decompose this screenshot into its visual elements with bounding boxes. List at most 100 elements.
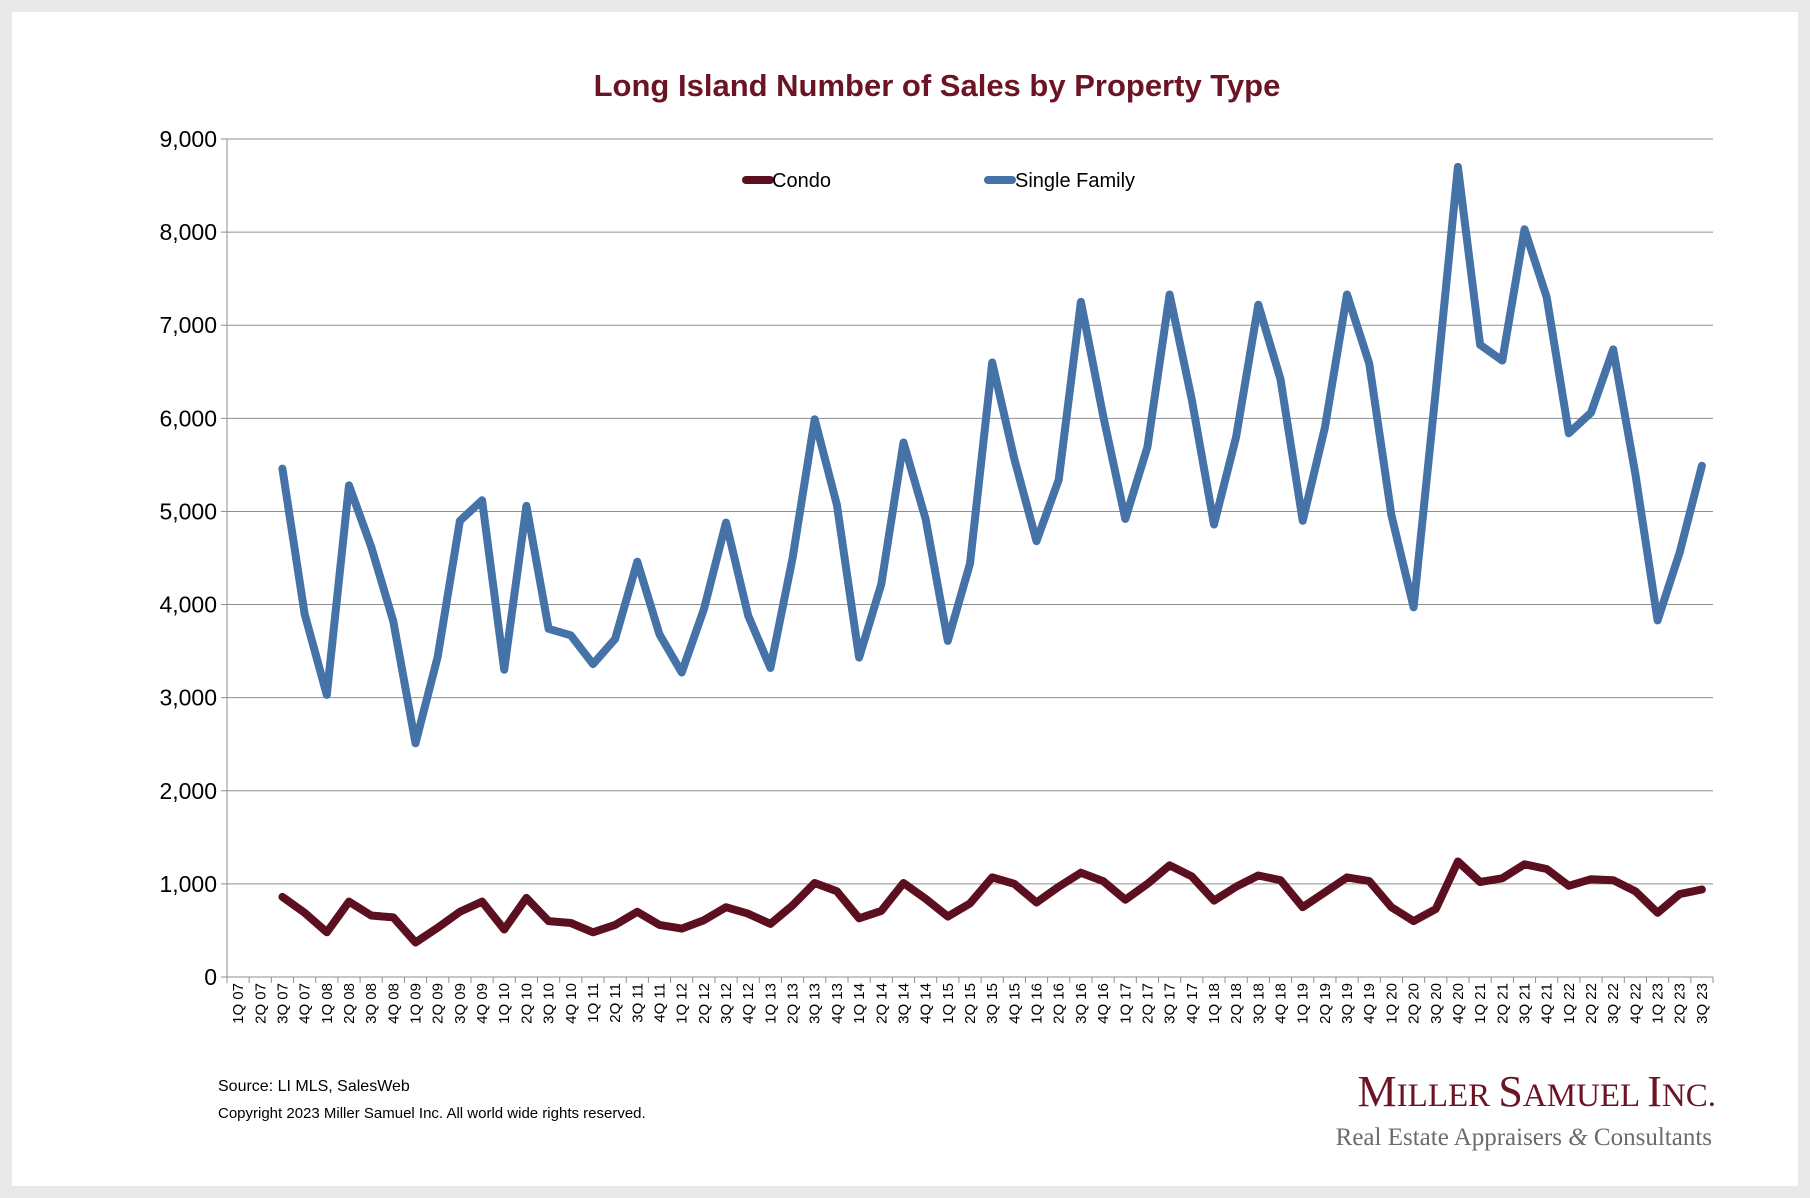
- data-point-condo: [1479, 881, 1481, 883]
- y-tick-label: 2,000: [159, 778, 217, 804]
- x-tick-label: 1Q 20: [1383, 983, 1400, 1024]
- x-tick-label: 4Q 19: [1361, 983, 1378, 1024]
- data-point-single-family: [503, 669, 505, 671]
- x-tick-label: 1Q 23: [1650, 983, 1667, 1024]
- x-tick-label: 3Q 08: [363, 983, 380, 1024]
- logo-wordmark: MILLER SAMUEL INC.: [1358, 1067, 1716, 1116]
- data-point-condo: [1102, 880, 1104, 882]
- data-point-condo: [1368, 880, 1370, 882]
- y-tick-label: 5,000: [159, 498, 217, 524]
- data-point-single-family: [991, 362, 993, 363]
- data-point-condo: [969, 902, 971, 904]
- x-tick-label: 4Q 21: [1539, 983, 1556, 1024]
- data-point-single-family: [1036, 540, 1037, 542]
- data-point-single-family: [415, 742, 416, 744]
- data-point-condo: [1257, 875, 1259, 876]
- x-tick-label: 3Q 17: [1162, 983, 1179, 1024]
- data-point-single-family: [1013, 458, 1015, 460]
- source-note: Source: LI MLS, SalesWeb: [218, 1078, 410, 1095]
- data-point-condo: [792, 904, 794, 906]
- x-tick-label: 4Q 13: [829, 983, 846, 1024]
- data-point-condo: [1568, 885, 1570, 887]
- data-point-single-family: [1235, 436, 1237, 438]
- data-point-single-family: [1058, 479, 1060, 481]
- data-point-condo: [1213, 900, 1215, 902]
- data-point-single-family: [1302, 520, 1304, 522]
- legend: Condo Single Family: [742, 170, 1135, 192]
- data-point-condo: [1590, 878, 1592, 880]
- data-point-single-family: [370, 546, 372, 548]
- x-tick-label: 4Q 11: [651, 983, 668, 1023]
- data-point-condo: [1524, 863, 1525, 865]
- data-point-single-family: [1501, 360, 1503, 362]
- data-point-condo: [747, 913, 749, 915]
- data-point-condo: [880, 910, 882, 912]
- data-point-single-family: [1701, 465, 1703, 467]
- data-point-condo: [1235, 886, 1237, 888]
- data-point-condo: [1657, 912, 1659, 914]
- x-tick-label: 1Q 21: [1472, 983, 1489, 1024]
- data-point-single-family: [548, 628, 550, 630]
- x-tick-label: 4Q 07: [297, 983, 314, 1024]
- data-point-single-family: [392, 620, 394, 622]
- x-tick-label: 1Q 18: [1206, 983, 1223, 1024]
- data-point-single-family: [1479, 344, 1481, 346]
- y-tick-label: 0: [204, 964, 217, 990]
- company-logo: MILLER SAMUEL INC. Real Estate Appraiser…: [1336, 1067, 1716, 1151]
- data-point-single-family: [681, 672, 683, 673]
- data-point-condo: [548, 920, 550, 922]
- x-tick-label: 1Q 16: [1029, 983, 1046, 1024]
- data-point-condo: [681, 928, 683, 930]
- x-tick-label: 2Q 09: [430, 983, 447, 1024]
- data-point-single-family: [459, 520, 461, 522]
- y-tick-label: 4,000: [159, 592, 217, 618]
- data-point-single-family: [925, 518, 927, 520]
- data-point-single-family: [836, 504, 838, 506]
- x-tick-label: 3Q 07: [274, 983, 291, 1024]
- data-point-condo: [326, 931, 328, 933]
- data-point-single-family: [880, 583, 882, 585]
- data-point-single-family: [1124, 518, 1126, 520]
- x-tick-label: 1Q 08: [319, 983, 336, 1024]
- data-point-single-family: [1657, 619, 1659, 621]
- data-point-condo: [1058, 886, 1060, 888]
- y-tick-label: 3,000: [159, 685, 217, 711]
- data-point-single-family: [703, 608, 705, 610]
- x-tick-label: 2Q 11: [607, 983, 624, 1023]
- data-point-single-family: [1679, 551, 1681, 553]
- data-point-single-family: [1413, 606, 1415, 608]
- data-point-condo: [1124, 899, 1126, 901]
- data-point-condo: [1546, 868, 1548, 870]
- x-tick-label: 4Q 09: [474, 983, 491, 1024]
- legend-label-single-family: Single Family: [1015, 170, 1135, 192]
- x-tick-label: 4Q 12: [740, 983, 757, 1024]
- x-tick-label: 1Q 11: [585, 983, 602, 1023]
- data-point-condo: [525, 897, 527, 899]
- x-tick-label: 3Q 14: [895, 983, 912, 1024]
- x-tick-label: 4Q 16: [1095, 983, 1112, 1024]
- data-point-condo: [947, 916, 949, 917]
- x-tick-label: 3Q 18: [1250, 983, 1267, 1024]
- data-point-single-family: [1146, 446, 1148, 448]
- data-point-single-family: [1612, 348, 1614, 350]
- x-tick-label: 4Q 15: [1006, 983, 1023, 1024]
- data-point-condo: [304, 912, 306, 914]
- data-point-condo: [503, 929, 505, 930]
- data-point-condo: [925, 898, 927, 900]
- x-tick-label: 2Q 21: [1494, 983, 1511, 1024]
- data-point-single-family: [1546, 296, 1548, 298]
- data-point-condo: [1679, 893, 1681, 895]
- data-point-condo: [1324, 891, 1326, 893]
- data-point-single-family: [570, 634, 572, 636]
- y-tick-label: 1,000: [159, 871, 217, 897]
- x-axis: 1Q 07 2Q 07 3Q 07 4Q 07 1Q 08 2Q 08 3Q 08 4Q 08…: [226, 976, 1714, 1024]
- data-point-single-family: [348, 484, 350, 486]
- legend-item-single-family: Single Family: [984, 170, 1135, 192]
- data-point-single-family: [814, 418, 816, 420]
- x-tick-label: 3Q 23: [1694, 983, 1711, 1024]
- data-point-condo: [392, 916, 394, 918]
- data-point-single-family: [725, 522, 727, 524]
- legend-item-condo: Condo: [742, 170, 831, 192]
- data-point-single-family: [1634, 473, 1636, 475]
- data-point-condo: [659, 924, 660, 926]
